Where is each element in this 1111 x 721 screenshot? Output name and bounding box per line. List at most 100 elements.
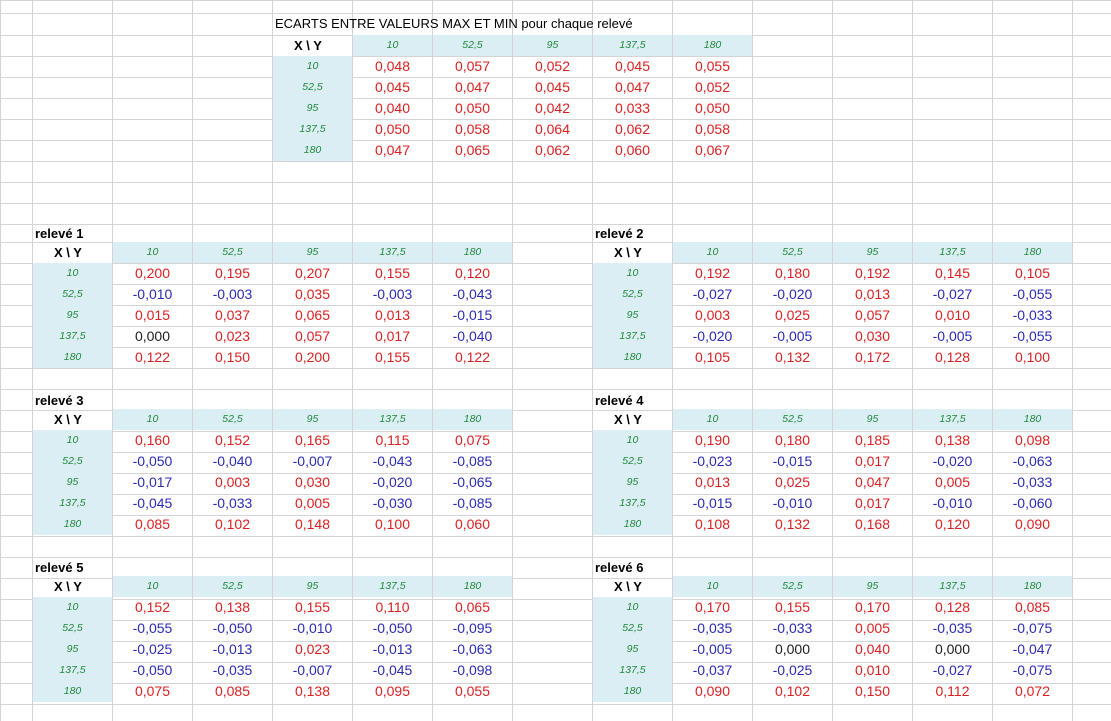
column-header[interactable]: 95	[273, 576, 352, 597]
value-cell[interactable]: 0,120	[454, 265, 491, 281]
column-header[interactable]: 52,5	[753, 242, 832, 263]
corner-label[interactable]: X \ Y	[294, 38, 322, 53]
value-cell[interactable]: -0,040	[452, 328, 493, 344]
value-cell[interactable]: -0,033	[772, 620, 813, 636]
value-cell[interactable]: 0,000	[934, 641, 971, 657]
column-header[interactable]: 180	[433, 409, 512, 430]
value-cell[interactable]: 0,047	[374, 142, 411, 158]
row-header[interactable]: 95	[33, 305, 112, 326]
value-cell[interactable]: 0,065	[454, 599, 491, 615]
row-header[interactable]: 95	[33, 472, 112, 493]
value-cell[interactable]: -0,055	[1012, 328, 1053, 344]
value-cell[interactable]: 0,037	[214, 307, 251, 323]
value-cell[interactable]: -0,045	[132, 495, 173, 511]
corner-label[interactable]: X \ Y	[614, 245, 642, 260]
value-cell[interactable]: 0,055	[454, 683, 491, 699]
value-cell[interactable]: 0,192	[854, 265, 891, 281]
corner-label[interactable]: X \ Y	[614, 579, 642, 594]
value-cell[interactable]: 0,003	[214, 474, 251, 490]
value-cell[interactable]: 0,098	[1014, 432, 1051, 448]
value-cell[interactable]: 0,057	[454, 58, 491, 74]
value-cell[interactable]: -0,003	[372, 286, 413, 302]
value-cell[interactable]: 0,195	[214, 265, 251, 281]
column-header[interactable]: 137,5	[913, 409, 992, 430]
value-cell[interactable]: 0,047	[854, 474, 891, 490]
value-cell[interactable]: -0,075	[1012, 620, 1053, 636]
value-cell[interactable]: 0,155	[374, 349, 411, 365]
value-cell[interactable]: 0,155	[774, 599, 811, 615]
value-cell[interactable]: 0,110	[375, 599, 410, 615]
value-cell[interactable]: 0,170	[694, 599, 731, 615]
value-cell[interactable]: 0,090	[1014, 516, 1051, 532]
row-header[interactable]: 10	[33, 430, 112, 451]
value-cell[interactable]: 0,122	[134, 349, 171, 365]
value-cell[interactable]: 0,150	[854, 683, 891, 699]
value-cell[interactable]: 0,065	[294, 307, 331, 323]
value-cell[interactable]: 0,067	[694, 142, 731, 158]
value-cell[interactable]: -0,043	[372, 453, 413, 469]
value-cell[interactable]: 0,192	[694, 265, 731, 281]
value-cell[interactable]: -0,023	[692, 453, 733, 469]
value-cell[interactable]: -0,063	[452, 641, 493, 657]
row-header[interactable]: 95	[273, 98, 352, 119]
value-cell[interactable]: 0,050	[374, 121, 411, 137]
value-cell[interactable]: 0,048	[374, 58, 411, 74]
value-cell[interactable]: 0,105	[1014, 265, 1051, 281]
row-header[interactable]: 10	[33, 263, 112, 284]
value-cell[interactable]: 0,045	[614, 58, 651, 74]
value-cell[interactable]: -0,085	[452, 453, 493, 469]
value-cell[interactable]: 0,055	[694, 58, 731, 74]
value-cell[interactable]: 0,062	[534, 142, 571, 158]
value-cell[interactable]: 0,150	[214, 349, 251, 365]
column-header[interactable]: 10	[673, 576, 752, 597]
value-cell[interactable]: 0,102	[214, 516, 251, 532]
value-cell[interactable]: 0,152	[214, 432, 251, 448]
value-cell[interactable]: 0,005	[854, 620, 891, 636]
value-cell[interactable]: 0,057	[854, 307, 891, 323]
value-cell[interactable]: 0,180	[774, 432, 811, 448]
value-cell[interactable]: 0,010	[934, 307, 971, 323]
column-header[interactable]: 137,5	[593, 35, 672, 56]
column-header[interactable]: 137,5	[913, 576, 992, 597]
row-header[interactable]: 180	[33, 347, 112, 368]
column-header[interactable]: 137,5	[913, 242, 992, 263]
value-cell[interactable]: 0,102	[774, 683, 811, 699]
value-cell[interactable]: 0,085	[214, 683, 251, 699]
value-cell[interactable]: 0,025	[774, 307, 811, 323]
row-header[interactable]: 10	[593, 597, 672, 618]
row-header[interactable]: 52,5	[33, 451, 112, 472]
column-header[interactable]: 180	[433, 242, 512, 263]
column-header[interactable]: 180	[433, 576, 512, 597]
row-header[interactable]: 52,5	[593, 284, 672, 305]
column-header[interactable]: 52,5	[753, 576, 832, 597]
value-cell[interactable]: -0,060	[1012, 495, 1053, 511]
column-header[interactable]: 10	[673, 242, 752, 263]
value-cell[interactable]: 0,145	[934, 265, 971, 281]
value-cell[interactable]: -0,025	[772, 662, 813, 678]
value-cell[interactable]: -0,005	[932, 328, 973, 344]
column-header[interactable]: 52,5	[433, 35, 512, 56]
value-cell[interactable]: 0,047	[614, 79, 651, 95]
value-cell[interactable]: -0,065	[452, 474, 493, 490]
value-cell[interactable]: -0,040	[212, 453, 253, 469]
value-cell[interactable]: 0,170	[854, 599, 891, 615]
value-cell[interactable]: -0,027	[932, 286, 973, 302]
value-cell[interactable]: 0,015	[134, 307, 171, 323]
value-cell[interactable]: -0,050	[132, 453, 173, 469]
value-cell[interactable]: 0,108	[694, 516, 731, 532]
value-cell[interactable]: 0,085	[134, 516, 171, 532]
value-cell[interactable]: -0,020	[772, 286, 813, 302]
value-cell[interactable]: 0,075	[454, 432, 491, 448]
column-header[interactable]: 10	[673, 409, 752, 430]
value-cell[interactable]: 0,138	[294, 683, 331, 699]
value-cell[interactable]: -0,005	[772, 328, 813, 344]
value-cell[interactable]: 0,160	[134, 432, 171, 448]
value-cell[interactable]: 0,052	[694, 79, 731, 95]
row-header[interactable]: 52,5	[33, 618, 112, 639]
row-header[interactable]: 137,5	[593, 326, 672, 347]
releve-title[interactable]: relevé 1	[35, 226, 84, 241]
column-header[interactable]: 180	[993, 576, 1072, 597]
column-header[interactable]: 52,5	[753, 409, 832, 430]
value-cell[interactable]: -0,013	[372, 641, 413, 657]
value-cell[interactable]: -0,035	[932, 620, 973, 636]
